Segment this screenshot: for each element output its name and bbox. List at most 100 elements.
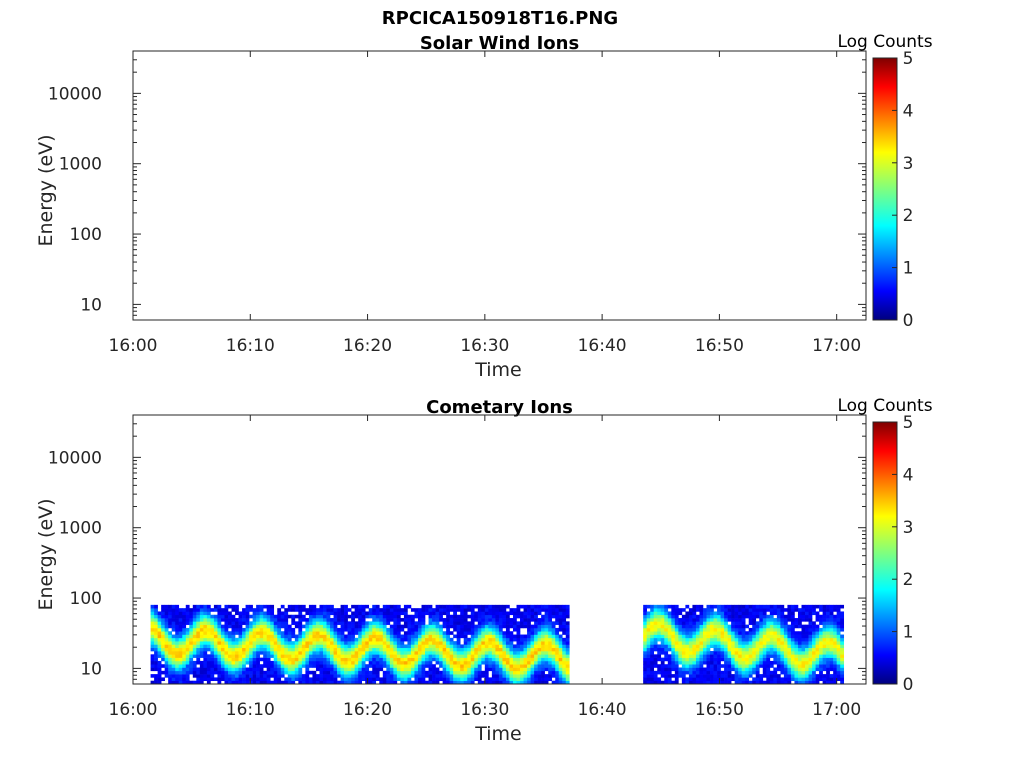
- heatmap-cell: [192, 624, 197, 629]
- heatmap-cell: [826, 670, 830, 675]
- heatmap-cell: [379, 664, 384, 668]
- heatmap-cell: [520, 664, 524, 668]
- heatmap-cell: [752, 627, 757, 632]
- heatmap-cell: [266, 677, 271, 682]
- heatmap-cell: [347, 664, 352, 668]
- heatmap-cell: [643, 654, 647, 658]
- heatmap-cell: [481, 631, 486, 635]
- heatmap-cell: [407, 641, 412, 645]
- heatmap-cell: [660, 664, 665, 668]
- heatmap-cell: [484, 677, 489, 682]
- heatmap-cell: [667, 641, 672, 645]
- heatmap-cell: [231, 654, 236, 658]
- heatmap-cell: [491, 647, 496, 652]
- heatmap-cell: [555, 657, 560, 662]
- heatmap-cell: [333, 664, 338, 668]
- heatmap-cell: [509, 624, 514, 629]
- heatmap-cell: [238, 657, 243, 662]
- heatmap-cell: [199, 604, 204, 609]
- heatmap-cell: [382, 627, 387, 632]
- heatmap-cell: [291, 604, 296, 609]
- heatmap-cell: [220, 651, 225, 655]
- heatmap-cell: [801, 667, 806, 672]
- heatmap-cell: [484, 670, 489, 675]
- heatmap-cell: [393, 611, 398, 616]
- heatmap-cell: [249, 674, 253, 678]
- heatmap-cell: [808, 618, 813, 622]
- heatmap-cell: [273, 644, 278, 649]
- colorbar-tick-label: 3: [903, 518, 914, 538]
- heatmap-cell: [520, 614, 524, 619]
- heatmap-cell: [252, 677, 257, 682]
- heatmap-cell: [417, 634, 422, 639]
- heatmap-cell: [488, 604, 493, 609]
- heatmap-cell: [794, 677, 799, 682]
- heatmap-cell: [643, 680, 647, 685]
- heatmap-cell: [192, 618, 197, 622]
- heatmap-cell: [326, 657, 331, 662]
- heatmap-cell: [161, 621, 165, 625]
- heatmap-cell: [481, 680, 486, 685]
- heatmap-cell: [643, 644, 647, 649]
- heatmap-cell: [150, 608, 155, 612]
- heatmap-cell: [291, 674, 296, 678]
- heatmap-cell: [734, 641, 739, 645]
- heatmap-cell: [322, 641, 327, 645]
- heatmap-cell: [403, 677, 408, 682]
- heatmap-cell: [812, 608, 816, 612]
- heatmap-cell: [741, 641, 746, 645]
- heatmap-cell: [231, 657, 236, 662]
- heatmap-cell: [717, 651, 721, 655]
- heatmap-cell: [319, 641, 324, 645]
- heatmap-cell: [671, 657, 676, 662]
- heatmap-cell: [259, 680, 264, 685]
- heatmap-cell: [685, 634, 690, 639]
- heatmap-cell: [681, 680, 686, 685]
- heatmap-cell: [456, 664, 461, 668]
- heatmap-cell: [678, 657, 683, 662]
- heatmap-cell: [470, 670, 475, 675]
- heatmap-cell: [217, 618, 222, 622]
- heatmap-cell: [280, 641, 285, 645]
- heatmap-cell: [738, 680, 742, 685]
- heatmap-cell: [393, 631, 398, 635]
- heatmap-cell: [256, 631, 260, 635]
- heatmap-cell: [368, 631, 373, 635]
- heatmap-cell: [463, 667, 468, 672]
- heatmap-cell: [530, 657, 535, 662]
- heatmap-cell: [474, 614, 479, 619]
- heatmap-cell: [643, 611, 647, 616]
- heatmap-cell: [372, 618, 377, 622]
- heatmap-cell: [199, 651, 204, 655]
- heatmap-cell: [308, 614, 313, 619]
- heatmap-cell: [488, 611, 493, 616]
- heatmap-cell: [653, 614, 658, 619]
- heatmap-cell: [333, 677, 338, 682]
- heatmap-cell: [555, 677, 560, 682]
- heatmap-cell: [347, 608, 352, 612]
- heatmap-cell: [801, 647, 806, 652]
- heatmap-cell: [164, 657, 169, 662]
- heatmap-cell: [558, 657, 563, 662]
- heatmap-cell: [688, 677, 693, 682]
- panel-title: Solar Wind Ions: [420, 33, 579, 54]
- heatmap-cell: [509, 647, 514, 652]
- heatmap-cell: [755, 637, 760, 642]
- heatmap-cell: [185, 614, 190, 619]
- heatmap-cell: [206, 657, 211, 662]
- heatmap-cell: [491, 670, 496, 675]
- heatmap-cell: [755, 641, 760, 645]
- heatmap-cell: [220, 657, 225, 662]
- heatmap-cell: [396, 604, 401, 609]
- heatmap-cell: [291, 621, 296, 625]
- colorbar-tick-label: 0: [903, 311, 914, 331]
- heatmap-cell: [414, 677, 419, 682]
- heatmap-cell: [414, 621, 419, 625]
- heatmap-cell: [534, 637, 538, 642]
- heatmap-cell: [365, 657, 370, 662]
- heatmap-cell: [829, 631, 834, 635]
- heatmap-cell: [797, 611, 802, 616]
- heatmap-cell: [512, 654, 517, 658]
- heatmap-cell: [759, 647, 764, 652]
- heatmap-cell: [410, 670, 415, 675]
